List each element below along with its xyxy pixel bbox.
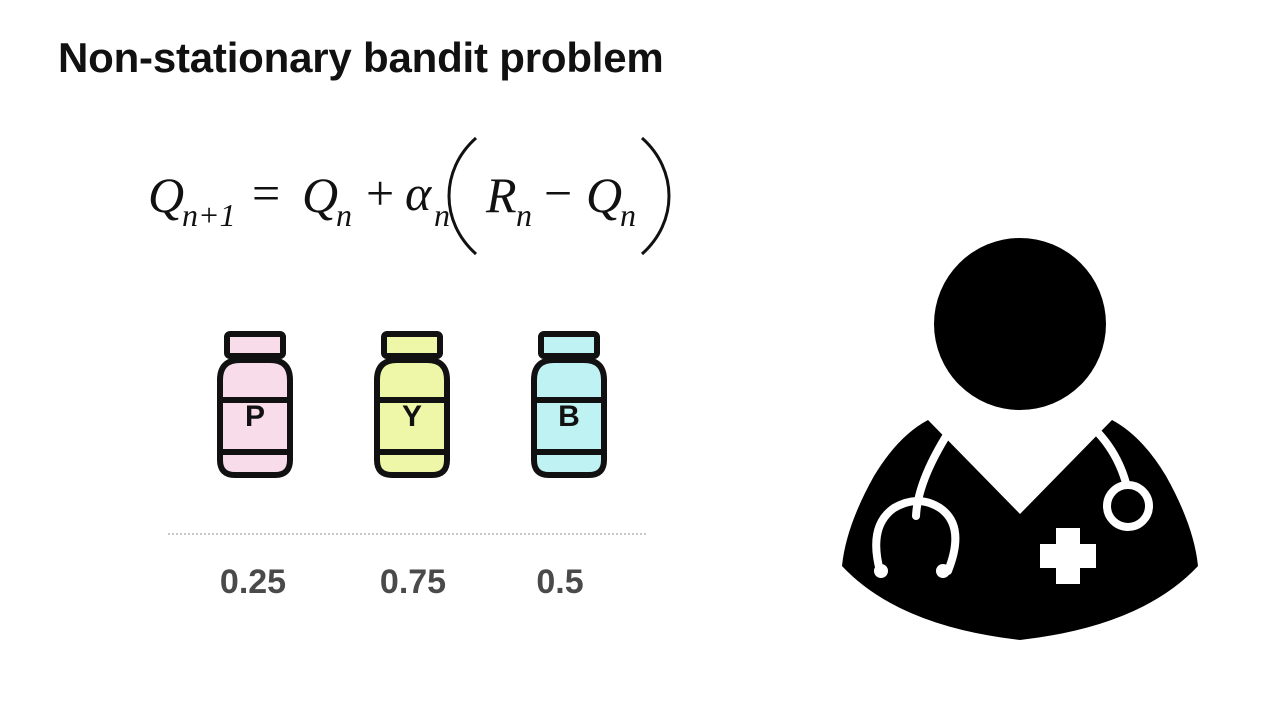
stethoscope-chestpiece (1103, 481, 1153, 531)
formula-plus: + (366, 165, 394, 221)
formula-left-paren (447, 136, 477, 256)
formula-minus: − (544, 165, 572, 221)
bottle-y: Y (357, 330, 467, 485)
formula-term2: Q (586, 167, 622, 223)
doctor-with-stethoscope-icon (842, 238, 1198, 640)
formula-reward: R (485, 167, 517, 223)
bottle-y-label: Y (401, 400, 422, 433)
bottle-p: P (200, 330, 310, 485)
bottle-p-body (217, 357, 293, 478)
medicine-bottles: P Y B (195, 330, 625, 485)
update-rule-formula: Q n+1 = Q n + α n R n − Q n (148, 136, 671, 256)
formula-term1-subscript: n (336, 197, 352, 233)
value-b: 0.5 (536, 563, 584, 601)
bottle-b-icon (531, 331, 607, 478)
bottle-b: B (514, 330, 624, 485)
bottle-b-label: B (558, 400, 580, 433)
stethoscope-tip-right (936, 564, 950, 578)
stethoscope-earpiece (872, 497, 960, 575)
value-p: 0.25 (219, 563, 287, 601)
formula-lhs: Q (148, 167, 184, 223)
doctor-body (842, 420, 1198, 640)
formula-equals: = (252, 165, 280, 221)
formula-term2-subscript: n (620, 197, 636, 233)
formula-alpha-subscript: n (434, 197, 450, 233)
stethoscope-tube (912, 414, 962, 520)
formula-term1: Q (302, 167, 338, 223)
bottle-b-body (531, 357, 607, 478)
bottle-p-label: P (244, 400, 265, 433)
value-y: 0.75 (379, 563, 447, 601)
formula-right-paren (641, 136, 671, 256)
slide-title: Non-stationary bandit problem (58, 34, 664, 81)
formula-reward-subscript: n (516, 197, 532, 233)
bottle-p-cap (224, 331, 286, 359)
bottle-y-body (374, 357, 450, 478)
formula-lhs-subscript: n+1 (182, 197, 236, 233)
dotted-divider (168, 533, 646, 535)
medical-cross-icon (1040, 528, 1096, 584)
doctor-head (934, 238, 1106, 410)
bottle-y-cap (381, 331, 443, 359)
bottle-b-cap (538, 331, 600, 359)
stethoscope-tip-left (874, 564, 888, 578)
bottle-p-icon (217, 331, 293, 478)
formula-alpha: α (405, 165, 433, 221)
bottle-y-icon (374, 331, 450, 478)
